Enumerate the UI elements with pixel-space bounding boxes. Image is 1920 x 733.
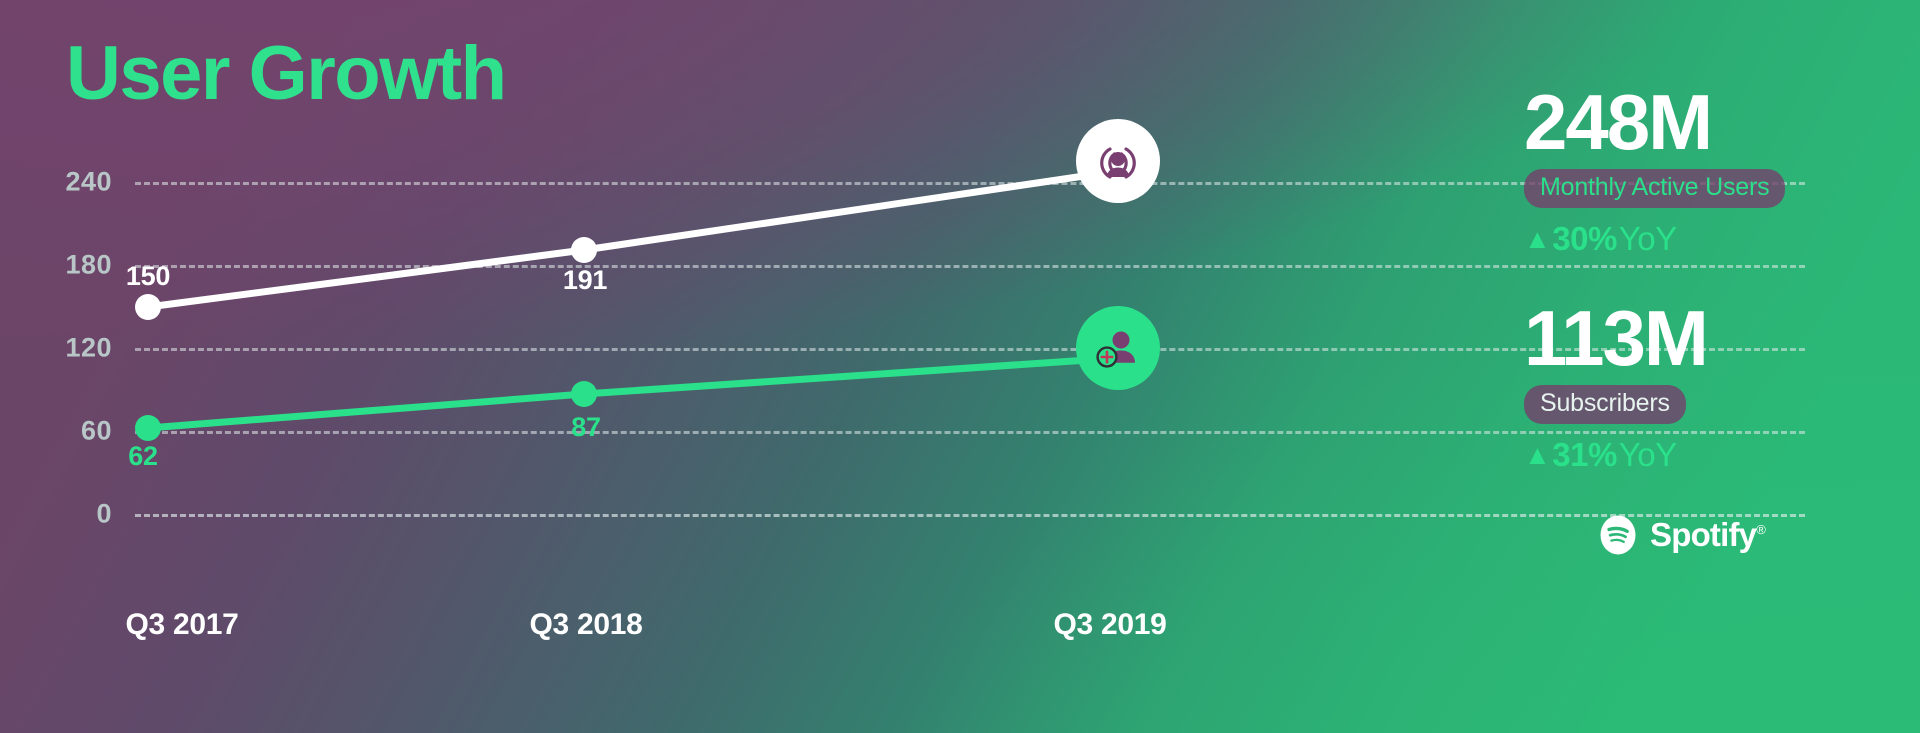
subscribers-label-pill: Subscribers bbox=[1524, 385, 1686, 425]
spotify-logo-icon bbox=[1600, 515, 1636, 555]
page-title: User Growth bbox=[66, 31, 507, 116]
gridline-240 bbox=[135, 182, 1805, 185]
subscribers-point-q3-2017[interactable] bbox=[135, 415, 161, 441]
mau-line bbox=[144, 167, 1122, 311]
gridline-0 bbox=[135, 514, 1805, 517]
y-axis-tick-0: 0 bbox=[96, 498, 112, 529]
spotify-wordmark: Spotify® bbox=[1650, 516, 1766, 554]
user-add-glyph bbox=[1096, 331, 1135, 368]
mau-point-q3-2017[interactable] bbox=[135, 294, 161, 320]
y-axis-tick-240: 240 bbox=[65, 166, 112, 197]
subscribers-label-q3-2018: 87 bbox=[571, 412, 601, 442]
mau-label-q3-2017: 150 bbox=[125, 261, 171, 291]
subscribers-label-q3-2017: 62 bbox=[128, 441, 158, 471]
user-add-icon[interactable] bbox=[1076, 306, 1160, 390]
stat-monthly-active-users: 248M Monthly Active Users ▲ 30% YoY bbox=[1524, 78, 1786, 258]
subscribers-point-q3-2018[interactable] bbox=[571, 381, 597, 407]
x-axis-label-q3-2019: Q3 2019 bbox=[1053, 608, 1167, 641]
subscribers-growth: ▲ 31% YoY bbox=[1524, 436, 1707, 474]
mau-value: 248M bbox=[1524, 78, 1713, 166]
x-axis-label-q3-2018: Q3 2018 bbox=[529, 608, 643, 641]
stat-subscribers: 113M Subscribers ▲ 31% YoY bbox=[1524, 294, 1709, 474]
y-axis-tick-60: 60 bbox=[80, 415, 112, 446]
mau-growth-value: 30% bbox=[1552, 220, 1617, 258]
mau-label-pill: Monthly Active Users bbox=[1524, 169, 1786, 209]
spotify-name: Spotify bbox=[1650, 516, 1757, 553]
gridline-60 bbox=[135, 431, 1805, 434]
growth-up-triangle-icon: ▲ bbox=[1524, 439, 1551, 470]
mau-label-q3-2018: 191 bbox=[562, 265, 608, 295]
mau-point-q3-2018[interactable] bbox=[571, 237, 597, 263]
growth-up-triangle-icon: ▲ bbox=[1524, 223, 1551, 254]
user-broadcast-icon[interactable] bbox=[1076, 119, 1160, 203]
spotify-trademark: ® bbox=[1756, 522, 1766, 537]
mau-growth: ▲ 30% YoY bbox=[1524, 220, 1785, 258]
subscribers-growth-value: 31% bbox=[1552, 436, 1617, 474]
subscribers-growth-period: YoY bbox=[1618, 436, 1677, 474]
y-axis-tick-180: 180 bbox=[65, 249, 112, 280]
x-axis-label-q3-2017: Q3 2017 bbox=[125, 608, 239, 641]
subscribers-line bbox=[144, 354, 1122, 432]
subscribers-value: 113M bbox=[1524, 294, 1709, 382]
user-broadcast-glyph bbox=[1100, 147, 1136, 179]
mau-growth-period: YoY bbox=[1618, 220, 1677, 258]
gridline-180 bbox=[135, 265, 1805, 268]
spotify-branding: Spotify® bbox=[1597, 514, 1766, 556]
y-axis-tick-120: 120 bbox=[65, 332, 112, 363]
gridline-120 bbox=[135, 348, 1805, 351]
